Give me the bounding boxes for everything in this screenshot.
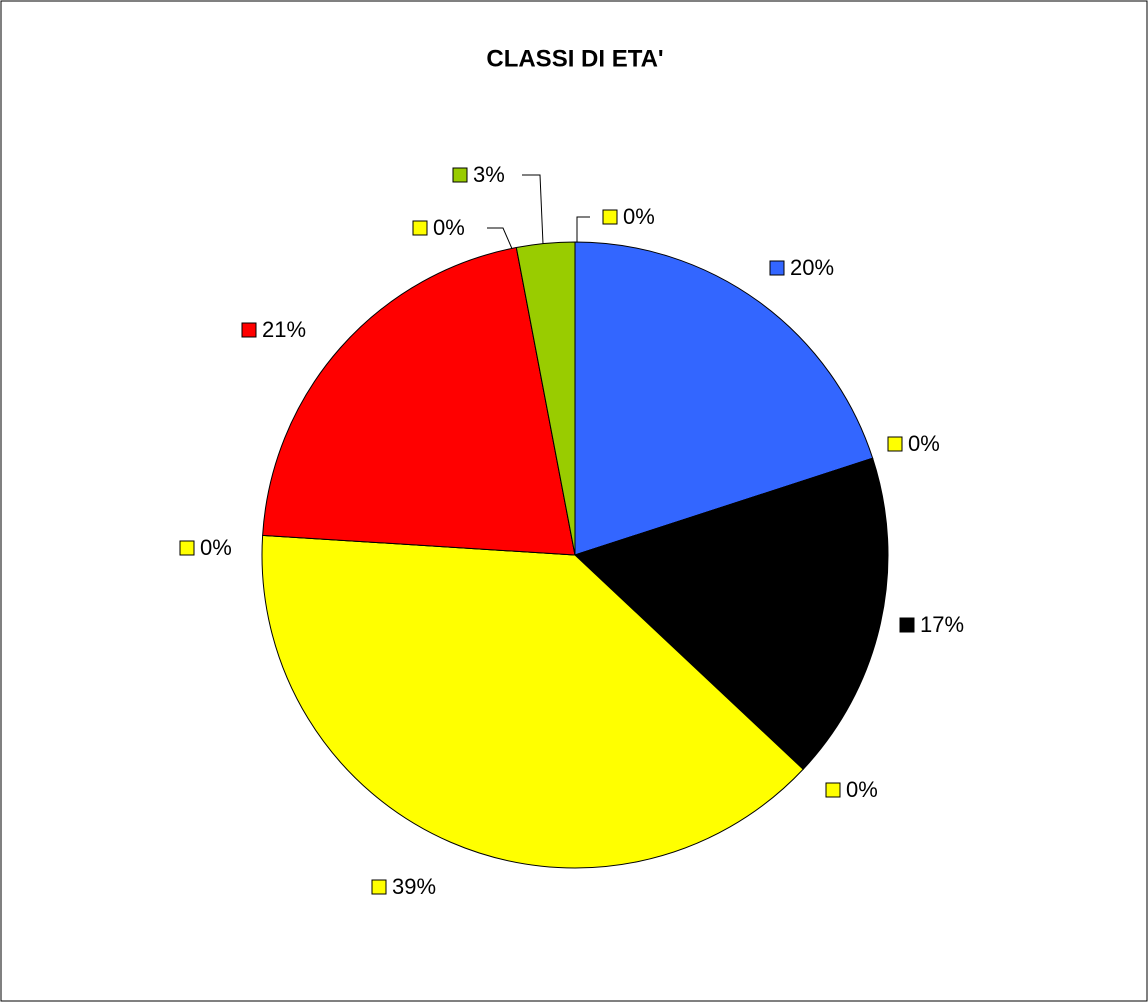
leader-lines bbox=[487, 174, 590, 252]
leader-line bbox=[576, 216, 590, 243]
label-swatch bbox=[452, 167, 468, 183]
data-label: 0% bbox=[433, 215, 465, 240]
label-swatch bbox=[371, 879, 387, 895]
data-label: 3% bbox=[473, 162, 505, 187]
data-label: 39% bbox=[392, 874, 436, 899]
label-swatch bbox=[769, 260, 785, 276]
leader-line bbox=[487, 227, 514, 252]
data-label: 0% bbox=[846, 777, 878, 802]
data-label: 17% bbox=[920, 612, 964, 637]
pie-slice bbox=[574, 457, 889, 770]
pie-slice bbox=[261, 534, 804, 869]
label-swatch bbox=[179, 540, 195, 556]
pie-slice bbox=[262, 246, 576, 556]
label-swatch bbox=[825, 782, 841, 798]
data-label: 20% bbox=[790, 255, 834, 280]
pie-slice bbox=[574, 241, 874, 556]
data-label: 21% bbox=[262, 317, 306, 342]
label-swatch bbox=[887, 436, 903, 452]
chart-title: CLASSI DI ETA' bbox=[486, 45, 663, 72]
label-swatch bbox=[241, 322, 257, 338]
label-swatch bbox=[412, 220, 428, 236]
label-swatch bbox=[602, 209, 618, 225]
data-label: 0% bbox=[908, 431, 940, 456]
data-label: 0% bbox=[623, 204, 655, 229]
leader-line bbox=[522, 174, 544, 245]
label-swatch bbox=[899, 617, 915, 633]
data-label: 0% bbox=[200, 535, 232, 560]
